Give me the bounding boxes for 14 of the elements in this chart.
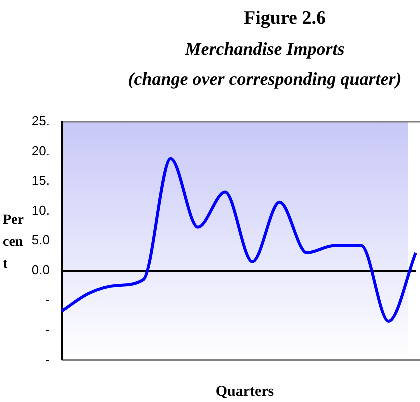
y-tick-label: 20. [32,143,50,158]
chart-title: Figure 2.6 [243,8,327,30]
x-axis-title: Quarters [214,384,276,401]
y-tick-label: 15. [32,173,50,188]
chart-subtitle: Merchandise Imports (change over corresponding quarter) [127,38,403,91]
y-tick-label: - [46,352,50,367]
y-tick-label: - [46,322,50,338]
line-series [60,157,418,323]
y-tick-label: 10. [32,202,50,218]
y-tick-label: 25. [32,114,50,129]
y-tick-label: 5.0 [32,232,50,248]
y-axis-title: Per cen t [3,212,25,274]
y-tick-label: - [46,292,50,308]
y-tick-label: 0.0 [32,262,50,278]
